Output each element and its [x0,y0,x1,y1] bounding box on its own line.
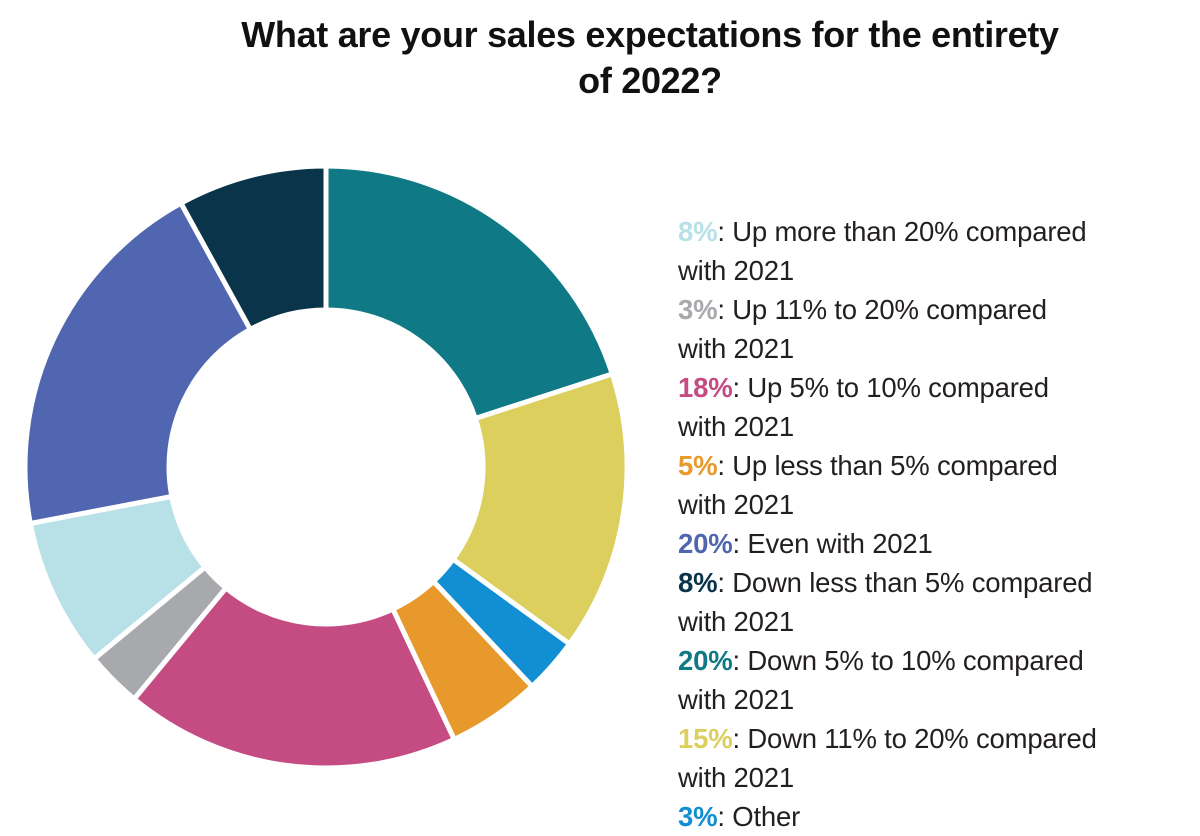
legend-separator: : [732,528,748,559]
legend-label: Other [732,801,801,832]
legend-entry-other: 3%: Other [678,797,1200,836]
donut-slice-down-11-to-20 [449,370,630,648]
donut-slice-down-less-than-5 [177,163,329,333]
legend-entry-up-11-to-20: 3%: Up 11% to 20% compared with 2021 [678,290,1200,368]
legend-percent: 20% [678,528,733,559]
legend-entry-up-less-than-5: 5%: Up less than 5% compared with 2021 [678,446,1200,524]
legend-entry-up-more-than-20: 8%: Up more than 20% compared with 2021 [678,212,1200,290]
legend-label: Up 11% to 20% compared with 2021 [678,294,1047,364]
legend-entry-up-5-to-10: 18%: Up 5% to 10% compared with 2021 [678,368,1200,446]
legend-label: Down less than 5% compared with 2021 [678,567,1093,637]
legend-label: Up 5% to 10% compared with 2021 [678,372,1049,442]
legend-percent: 18% [678,372,733,403]
legend-entry-down-5-to-10: 20%: Down 5% to 10% compared with 2021 [678,641,1200,719]
donut-chart [22,163,630,771]
legend-separator: : [717,294,733,325]
donut-slice-down-5-to-10 [323,163,616,422]
page-title: What are your sales expectations for the… [241,14,1059,101]
legend: 8%: Up more than 20% compared with 2021 3… [678,212,1200,836]
donut-slice-even-with-2021 [22,199,254,527]
legend-separator: : [717,450,733,481]
legend-label: Down 5% to 10% compared with 2021 [678,645,1084,715]
legend-percent: 3% [678,801,718,832]
legend-separator: : [717,216,733,247]
legend-entry-down-11-to-20: 15%: Down 11% to 20% compared with 2021 [678,719,1200,797]
legend-percent: 15% [678,723,733,754]
legend-percent: 8% [678,567,718,598]
legend-entry-down-less-than-5: 8%: Down less than 5% compared with 2021 [678,563,1200,641]
legend-label: Up more than 20% compared with 2021 [678,216,1087,286]
legend-label: Even with 2021 [747,528,933,559]
legend-separator: : [717,567,733,598]
legend-label: Down 11% to 20% compared with 2021 [678,723,1097,793]
donut-slice-up-5-to-10 [130,584,458,771]
legend-percent: 3% [678,294,718,325]
legend-separator: : [732,372,748,403]
legend-percent: 8% [678,216,718,247]
legend-percent: 5% [678,450,718,481]
legend-separator: : [732,723,748,754]
legend-separator: : [732,645,748,676]
legend-entry-even-with-2021: 20%: Even with 2021 [678,524,1200,563]
legend-label: Up less than 5% compared with 2021 [678,450,1058,520]
legend-percent: 20% [678,645,733,676]
legend-separator: : [717,801,733,832]
